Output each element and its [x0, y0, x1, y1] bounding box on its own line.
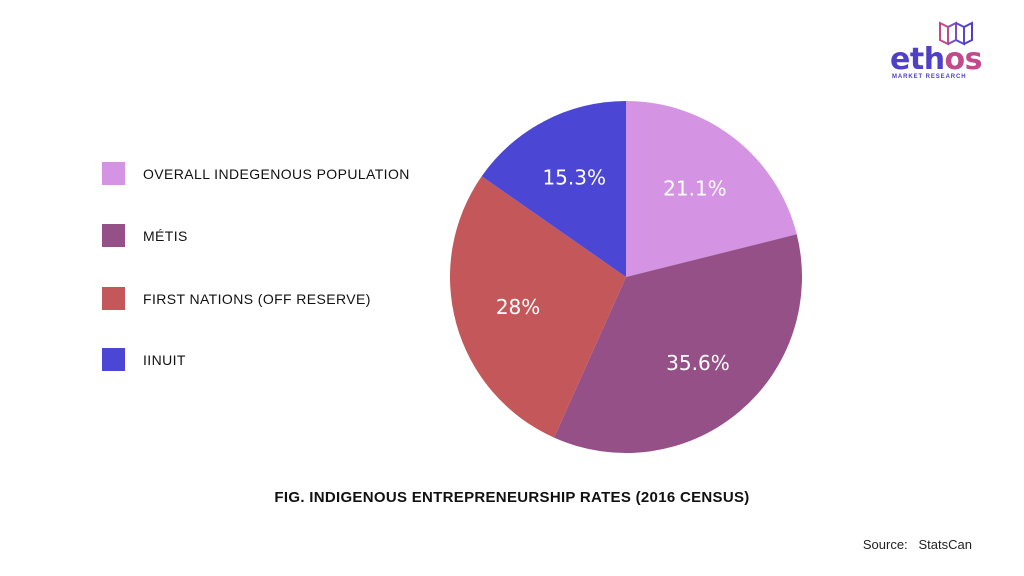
legend-label: MÉTIS	[143, 227, 188, 244]
logo-subtitle: MARKET RESEARCH	[892, 74, 967, 80]
slice-overall	[626, 101, 797, 277]
slice-value-label: 35.6%	[666, 351, 730, 375]
slice-first-nations	[449, 176, 626, 438]
legend-swatch	[102, 224, 125, 247]
legend-label: OVERALL INDEGENOUS POPULATION	[143, 165, 410, 182]
legend-item-overall: OVERALL INDEGENOUS POPULATION	[102, 162, 410, 185]
slice-value-label: 28%	[496, 295, 540, 319]
legend-label: FIRST NATIONS (OFF RESERVE)	[143, 290, 371, 307]
legend-item-metis: MÉTIS	[102, 224, 188, 247]
legend-swatch	[102, 348, 125, 371]
slice-inuit	[481, 101, 626, 277]
slice-value-label: 21.1%	[663, 177, 727, 201]
legend-item-inuit: IINUIT	[102, 348, 186, 371]
source-value: StatsCan	[918, 537, 972, 552]
source-note: Source: StatsCan	[863, 537, 972, 552]
book-logo-icon	[939, 21, 973, 46]
slice-value-label: 15.3%	[542, 166, 606, 190]
ethos-logo: ethos MARKET RESEARCH	[884, 20, 984, 82]
legend-swatch	[102, 287, 125, 310]
legend-swatch	[102, 162, 125, 185]
legend-item-first-nations: FIRST NATIONS (OFF RESERVE)	[102, 287, 371, 310]
logo-wordmark: ethos	[890, 42, 983, 77]
slice-metis	[554, 234, 803, 454]
legend-label: IINUIT	[143, 351, 186, 368]
chart-title: FIG. INDIGENOUS ENTREPRENEURSHIP RATES (…	[274, 489, 750, 506]
source-label: Source:	[862, 537, 908, 552]
